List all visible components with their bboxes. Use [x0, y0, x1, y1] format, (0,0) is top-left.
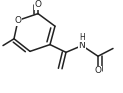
- Text: H: H: [79, 33, 85, 42]
- Text: O: O: [94, 66, 101, 75]
- Text: O: O: [34, 0, 41, 9]
- Text: N: N: [79, 41, 85, 50]
- Text: O: O: [15, 16, 22, 25]
